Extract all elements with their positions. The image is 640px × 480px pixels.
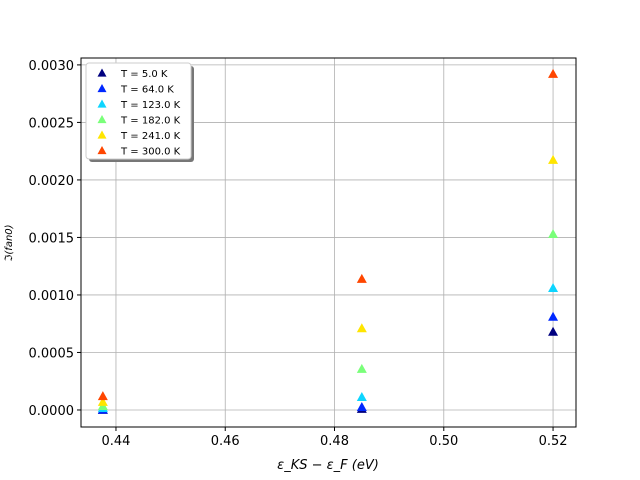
y-tick-label: 0.0030 <box>29 59 75 74</box>
data-point <box>97 396 108 406</box>
x-tick-label: 0.48 <box>320 434 349 449</box>
data-point <box>356 401 367 411</box>
legend-marker <box>97 115 107 124</box>
plot-frame <box>80 57 577 428</box>
data-point <box>548 326 559 336</box>
ticks: 0.44 0.46 0.48 0.50 0.52 0.0000 0.0005 0.0010 0.… <box>29 59 568 449</box>
data-point <box>548 68 559 78</box>
data-point <box>548 154 559 164</box>
x-tick-label: 0.50 <box>429 434 458 449</box>
data-point <box>356 273 367 283</box>
legend-marker <box>97 68 107 77</box>
data-point <box>356 391 367 401</box>
y-tick-label: 0.0005 <box>29 346 75 361</box>
legend-marker <box>97 99 107 108</box>
data-point <box>548 311 559 321</box>
legend-marker <box>97 146 107 155</box>
data-point <box>97 391 108 401</box>
y-tick-label: 0.0025 <box>29 116 75 131</box>
data-point <box>356 323 367 333</box>
data-point <box>548 228 559 238</box>
y-tick-label: 0.0010 <box>29 289 75 304</box>
y-tick-label: 0.0000 <box>29 404 75 419</box>
x-axis-label: ε_KS − ε_F (eV) <box>277 458 379 473</box>
legend-marker <box>97 84 107 93</box>
legend-marker <box>97 130 107 139</box>
x-tick-label: 0.44 <box>101 434 130 449</box>
legend-box <box>85 62 192 160</box>
y-tick-label: 0.0015 <box>29 231 75 246</box>
legend-label: T = 5.0 K <box>120 69 168 80</box>
legend-label: T = 241.0 K <box>120 131 181 142</box>
legend: T = 5.0 K T = 64.0 K T = 123.0 K T = 182.0 … <box>85 62 194 162</box>
legend-label: T = 64.0 K <box>120 85 174 96</box>
data-points <box>97 68 559 414</box>
y-axis-label: ℑ(fan0) <box>4 224 15 261</box>
y-tick-label: 0.0020 <box>29 174 75 189</box>
x-tick-label: 0.52 <box>539 434 568 449</box>
data-point <box>356 363 367 373</box>
legend-label: T = 182.0 K <box>120 116 181 127</box>
x-tick-label: 0.46 <box>211 434 240 449</box>
legend-label: T = 123.0 K <box>120 100 181 111</box>
data-point <box>548 283 559 293</box>
legend-label: T = 300.0 K <box>120 147 181 158</box>
